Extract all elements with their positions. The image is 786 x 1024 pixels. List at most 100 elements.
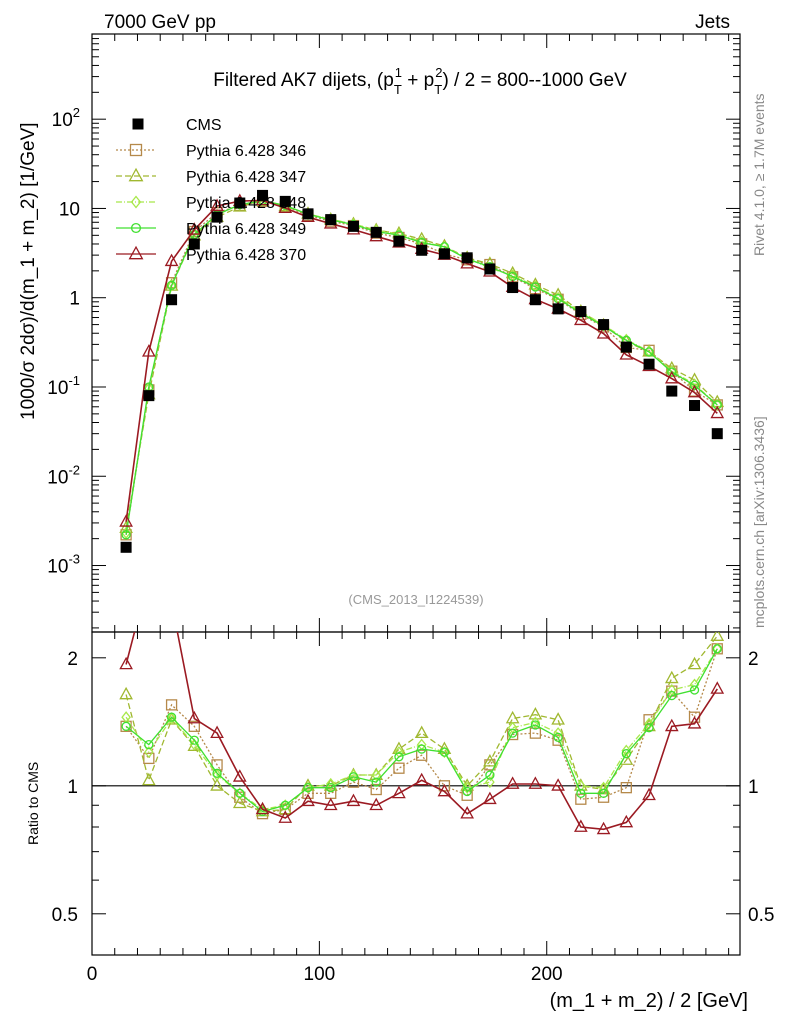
y-tick-label: 10 (59, 199, 80, 220)
ratio-point-2 (439, 746, 450, 759)
ratio-point-4 (392, 785, 406, 799)
ratio-point-2 (712, 642, 723, 655)
series-point-4 (164, 253, 179, 267)
ratio-point-4 (710, 681, 725, 694)
ratio-data-layer (119, 596, 725, 835)
series-point-3 (166, 280, 177, 290)
ratio-point-1 (119, 686, 133, 700)
series-point-4 (573, 312, 588, 326)
data-point (689, 400, 701, 412)
ratio-point-3 (712, 644, 722, 654)
series-point-3 (530, 282, 541, 292)
ratio-point-0 (393, 762, 405, 774)
data-point (416, 244, 428, 256)
legend-marker (129, 143, 143, 157)
ratio-point-4 (483, 791, 497, 805)
series-point-4 (119, 514, 133, 527)
data-point (370, 226, 382, 238)
legend-marker (130, 195, 142, 209)
data-point (666, 385, 678, 397)
ratio-point-4 (664, 718, 679, 732)
header-left: 7000 GeV pp (104, 12, 216, 33)
series-point-4 (619, 347, 634, 360)
data-point (166, 294, 178, 306)
ratio-tick-label-right: 0.5 (748, 905, 774, 926)
ratio-point-0 (620, 782, 632, 794)
mcplots-label: mcplots.cern.ch [arXiv:1306.3436] (751, 416, 767, 628)
series-point-3 (644, 347, 654, 357)
analysis-watermark: (CMS_2013_I1224539) (348, 592, 483, 607)
data-point (188, 238, 200, 250)
series-point-4 (664, 370, 679, 384)
ratio-point-1 (210, 778, 224, 791)
y-tick-label: 10-2 (47, 462, 80, 488)
data-point (143, 390, 155, 402)
ratio-point-1 (232, 795, 247, 809)
series-point-2 (166, 279, 177, 292)
legend-marker (128, 245, 144, 260)
series-point-4 (596, 326, 611, 339)
ratio-point-3 (348, 772, 359, 782)
legend-label: CMS (186, 117, 222, 134)
ratio-point-1 (414, 725, 429, 739)
ratio-point-1 (664, 670, 679, 684)
data-point (711, 428, 723, 440)
data-point (552, 303, 564, 315)
legend-marker (128, 167, 144, 182)
ratio-point-0 (370, 783, 382, 796)
ratio-point-4 (505, 776, 520, 789)
data-point (598, 319, 610, 331)
series-point-4 (187, 222, 202, 235)
ratio-point-3 (439, 747, 450, 757)
ratio-point-3 (417, 744, 427, 754)
data-point (257, 189, 269, 201)
data-point (325, 214, 337, 226)
ratio-point-2 (621, 744, 632, 757)
ratio-point-3 (530, 720, 541, 730)
ratio-point-3 (394, 752, 404, 762)
y-tick-label: 1 (69, 289, 80, 310)
x-tick-label: 100 (304, 964, 336, 985)
ratio-point-4 (573, 819, 588, 832)
ratio-point-3 (144, 739, 154, 750)
legend-marker (132, 118, 144, 130)
ratio-point-3 (121, 721, 131, 731)
legend-label: Pythia 6.428 349 (186, 221, 306, 238)
ratio-point-2 (576, 779, 586, 792)
ratio-point-3 (553, 732, 563, 743)
axes-layer: 0 100 200 10-3 10-2 10-1 1 10 102 0.5 0.5 1 1 2 2 (47, 33, 774, 985)
ratio-point-2 (144, 746, 154, 759)
ratio-point-3 (598, 788, 609, 798)
ratio-point-1 (141, 772, 156, 786)
ratio-point-3 (280, 800, 290, 810)
ratio-point-4 (166, 596, 178, 607)
data-point (347, 220, 359, 232)
ratio-line-3 (125, 648, 718, 813)
ratio-point-3 (689, 685, 700, 695)
main-data-layer (119, 189, 725, 553)
ratio-point-4 (687, 716, 702, 729)
data-point (279, 195, 291, 207)
ratio-tick-label-left: 0.5 (52, 905, 78, 926)
data-point (461, 252, 473, 264)
ratio-point-4 (187, 710, 202, 724)
ratio-tick-label-left: 2 (67, 649, 78, 670)
series-point-4 (210, 198, 224, 211)
ratio-point-4 (460, 806, 475, 819)
y-tick-label: 102 (52, 105, 80, 131)
ratio-point-0 (188, 720, 200, 732)
ratio-point-3 (189, 735, 199, 745)
series-point-4 (687, 384, 702, 398)
ratio-point-1 (528, 707, 543, 720)
y-tick-label: 10-3 (47, 552, 80, 578)
ratio-point-2 (485, 776, 495, 789)
ratio-point-2 (530, 716, 541, 729)
ratio-point-4 (528, 776, 543, 789)
ratio-point-1 (483, 754, 497, 767)
data-point (507, 282, 519, 294)
data-point (484, 263, 496, 275)
ratio-point-3 (166, 712, 177, 722)
series-point-3 (121, 530, 131, 540)
ratio-point-4 (255, 801, 270, 815)
